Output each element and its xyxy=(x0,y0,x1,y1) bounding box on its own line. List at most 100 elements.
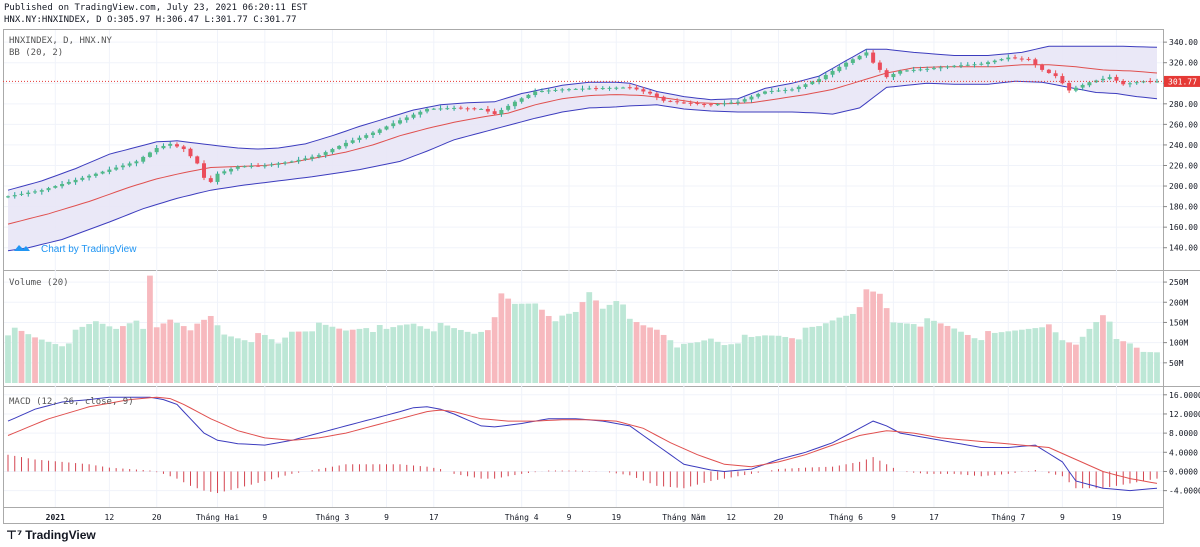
candle-body-54 xyxy=(370,132,375,136)
price-tick-label-5: 240.00 xyxy=(1169,141,1198,150)
candle-body-96 xyxy=(654,93,659,98)
candle-body-91 xyxy=(621,87,626,89)
candle-81 xyxy=(553,88,558,92)
candle-body-33 xyxy=(229,168,234,172)
macd-tick-label-3: 8.0000 xyxy=(1169,429,1198,438)
candlestick-series[interactable] xyxy=(6,49,1159,199)
volume-bar-99 xyxy=(674,347,681,383)
candle-body-144 xyxy=(979,63,984,65)
candle-body-45 xyxy=(310,156,315,159)
candle-20 xyxy=(141,155,146,164)
volume-bar-125 xyxy=(849,313,856,383)
volume-bar-100 xyxy=(681,343,687,383)
candle-body-128 xyxy=(871,52,876,63)
volume-bar-144 xyxy=(978,340,985,383)
candle-70 xyxy=(479,108,484,110)
volume-bar-53 xyxy=(363,328,370,383)
candle-109 xyxy=(742,97,747,104)
brand-text: TradingView xyxy=(25,528,96,542)
volume-bar-167 xyxy=(1133,347,1140,383)
candle-49 xyxy=(337,145,342,150)
candle-body-20 xyxy=(141,156,146,162)
volume-bar-38 xyxy=(261,334,268,383)
candle-body-38 xyxy=(262,165,267,167)
candle-body-160 xyxy=(1087,82,1092,86)
candle-99 xyxy=(675,98,680,105)
volume-bar-133 xyxy=(904,323,910,383)
volume-bar-151 xyxy=(1025,328,1032,383)
candle-154 xyxy=(1046,68,1051,74)
volume-bar-5 xyxy=(38,339,45,383)
candle-body-7 xyxy=(53,186,58,188)
bb-fill xyxy=(8,46,1157,251)
volume-bar-104 xyxy=(708,338,714,383)
macd-legend: MACD (12, 26, close, 9) xyxy=(9,397,134,407)
volume-bar-45 xyxy=(309,331,316,383)
candle-8 xyxy=(60,181,65,189)
volume-bar-68 xyxy=(464,331,471,383)
volume-bar-158 xyxy=(1073,344,1079,383)
candle-body-17 xyxy=(120,165,125,168)
candle-body-104 xyxy=(708,104,713,106)
candle-body-85 xyxy=(580,88,585,90)
candle-92 xyxy=(627,84,632,90)
candle-60 xyxy=(411,112,416,120)
candle-122 xyxy=(830,68,835,78)
volume-bar-20 xyxy=(140,328,147,383)
candle-124 xyxy=(844,61,849,70)
candle-102 xyxy=(695,101,700,106)
candle-61 xyxy=(418,110,423,118)
volume-bars[interactable] xyxy=(5,275,1160,383)
candle-body-50 xyxy=(343,142,348,147)
volume-bar-85 xyxy=(579,302,586,383)
volume-bar-162 xyxy=(1100,315,1106,383)
candle-89 xyxy=(607,86,612,91)
candle-body-65 xyxy=(445,108,450,110)
candle-body-88 xyxy=(600,88,605,90)
volume-bar-159 xyxy=(1079,336,1086,383)
candle-body-149 xyxy=(1013,57,1018,59)
volume-bar-71 xyxy=(484,330,491,383)
candle-113 xyxy=(769,87,774,94)
volume-bar-16 xyxy=(113,328,120,383)
candle-body-18 xyxy=(127,163,132,166)
candle-body-31 xyxy=(215,173,220,182)
candle-130 xyxy=(884,68,889,79)
candle-body-10 xyxy=(73,179,78,183)
candle-body-9 xyxy=(66,181,71,184)
volume-bar-137 xyxy=(931,320,937,383)
candle-body-133 xyxy=(904,70,909,72)
price-tick-label-9: 320.00 xyxy=(1169,59,1198,68)
candle-58 xyxy=(398,117,403,125)
volume-bar-130 xyxy=(883,308,890,383)
candle-160 xyxy=(1087,81,1092,88)
macd-series[interactable] xyxy=(7,396,1158,494)
volume-bar-103 xyxy=(701,340,708,383)
volume-bar-140 xyxy=(951,328,958,383)
candle-body-72 xyxy=(492,111,497,115)
candle-5 xyxy=(39,188,44,195)
volume-bar-7 xyxy=(52,344,59,383)
candle-33 xyxy=(229,167,234,175)
volume-bar-121 xyxy=(822,323,829,383)
volume-bar-165 xyxy=(1120,341,1127,383)
volume-bar-142 xyxy=(964,334,971,383)
volume-bar-59 xyxy=(403,324,410,383)
candle-35 xyxy=(242,165,247,168)
time-tick-label-12: 12 xyxy=(726,513,736,522)
candle-body-2 xyxy=(19,193,24,195)
volume-bar-113 xyxy=(768,335,775,383)
volume-bar-81 xyxy=(552,321,559,383)
volume-bar-60 xyxy=(410,323,417,383)
candle-body-63 xyxy=(431,108,436,110)
candle-118 xyxy=(803,83,808,89)
volume-bar-170 xyxy=(1154,352,1160,383)
candle-140 xyxy=(952,64,957,68)
volume-bar-164 xyxy=(1113,338,1120,383)
candle-9 xyxy=(66,179,71,186)
candle-115 xyxy=(783,87,788,94)
candle-7 xyxy=(53,185,58,189)
candle-131 xyxy=(891,72,896,81)
candle-body-5 xyxy=(39,190,44,192)
